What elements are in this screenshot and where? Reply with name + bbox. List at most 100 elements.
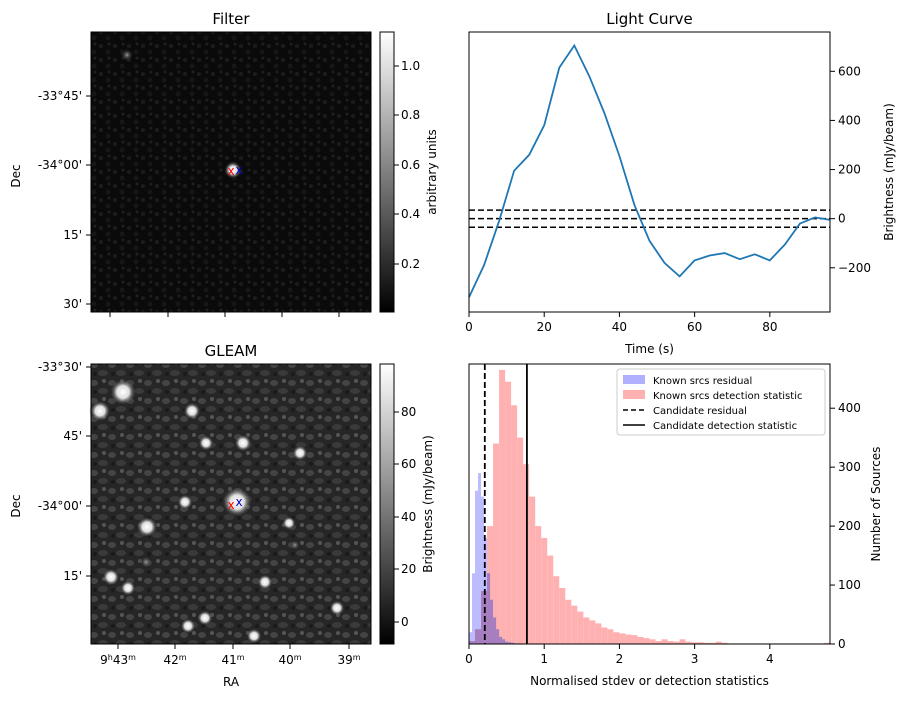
gleam-frame xyxy=(90,363,372,645)
filter-faint-source xyxy=(120,48,134,62)
gleam-ytick: 15' xyxy=(63,569,82,583)
residual-bar xyxy=(481,496,485,644)
x-tick-label: 0 xyxy=(465,320,473,334)
gleam-source xyxy=(89,400,111,422)
y-tick-label: 400 xyxy=(838,113,861,127)
gleam-cbar-tick: 60 xyxy=(401,457,416,471)
detection-bar xyxy=(517,437,524,644)
legend-swatch xyxy=(623,375,645,384)
light-curve-title: Light Curve xyxy=(606,10,692,28)
overlap-bar xyxy=(496,629,500,644)
detection-bar xyxy=(595,623,602,644)
light-curve-xlabel: Time (s) xyxy=(624,342,674,356)
gleam-colorbar-label: Brightness (mJy/beam) xyxy=(421,435,435,573)
overlap-bar xyxy=(493,617,497,644)
histogram-xlabel: Normalised stdev or detection statistics xyxy=(530,674,769,688)
gleam-source xyxy=(292,445,308,461)
detection-bar xyxy=(577,611,584,644)
gleam-cbar-tick: 40 xyxy=(401,510,416,524)
detection-bar xyxy=(715,641,722,644)
detection-bar xyxy=(661,639,668,644)
gleam-title: GLEAM xyxy=(205,342,258,360)
x-tick-label: 60 xyxy=(687,320,702,334)
gleam-source xyxy=(257,574,273,590)
overlap-bar xyxy=(481,590,485,644)
legend-label: Known srcs detection statistic xyxy=(653,391,802,402)
blue-x-marker: x xyxy=(235,495,242,509)
detection-bar xyxy=(493,443,500,644)
filter-ytick: -33°45' xyxy=(38,89,82,103)
gleam-source xyxy=(246,628,262,644)
filter-cbar-tick: 0.6 xyxy=(401,158,420,172)
x-tick-label: 80 xyxy=(762,320,777,334)
filter-cbar-tick: 1.0 xyxy=(401,59,420,73)
legend-swatch xyxy=(623,390,645,399)
gleam-source xyxy=(180,618,196,634)
overlap-bar xyxy=(502,639,506,644)
filter-ylabel: Dec xyxy=(9,164,23,187)
gleam-ytick: -34°00' xyxy=(38,499,82,513)
x-tick-label: 2 xyxy=(616,652,624,666)
gleam-source xyxy=(183,402,201,420)
gleam-source xyxy=(329,600,345,616)
overlap-bar xyxy=(487,573,491,644)
gleam-source xyxy=(221,486,253,518)
gleam-source xyxy=(234,434,252,452)
gleam-source xyxy=(289,539,301,551)
gleam-panel: GLEAM x x xyxy=(9,342,435,689)
gleam-xtick: 40m xyxy=(278,653,301,668)
red-x-marker: x xyxy=(227,498,234,512)
detection-bar xyxy=(649,639,656,644)
detection-bar xyxy=(673,641,680,644)
x-tick-label: 20 xyxy=(537,320,552,334)
gleam-xtick: 9h43m xyxy=(100,653,136,668)
light-curve-chart: Light Curve 0 20 40 60 80 −200 0 200 400 600 Time (… xyxy=(465,10,896,356)
gleam-ytick: -33°30' xyxy=(38,360,82,374)
gleam-cbar-tick: 0 xyxy=(401,615,409,629)
detection-bar xyxy=(601,627,608,644)
histogram-legend: Known srcs residual Known srcs detection … xyxy=(616,368,826,436)
gleam-cbar-tick: 20 xyxy=(401,562,416,576)
detection-bar xyxy=(655,641,662,644)
residual-bar xyxy=(469,632,473,644)
detection-bar xyxy=(541,537,548,644)
gleam-xtick: 42m xyxy=(163,653,186,668)
gleam-source xyxy=(109,378,137,406)
x-tick-label: 4 xyxy=(766,652,774,666)
filter-ytick: -34°00' xyxy=(38,158,82,172)
detection-bar xyxy=(703,642,710,644)
detection-bar xyxy=(565,599,572,644)
filter-colorbar-label: arbitrary units xyxy=(425,129,439,215)
light-curve-ylabel: Brightness (mJy/beam) xyxy=(882,103,896,241)
detection-bar xyxy=(571,605,578,644)
filter-title: Filter xyxy=(212,10,250,28)
overlap-bar xyxy=(478,629,482,644)
histogram-chart: 0 1 2 3 4 0 100 200 300 400 Normalised stdev or de… xyxy=(465,363,883,688)
detection-bar xyxy=(583,617,590,644)
filter-ytick: 30' xyxy=(63,297,82,311)
gleam-ylabel: Dec xyxy=(9,494,23,517)
detection-bar xyxy=(643,638,650,644)
detection-bar xyxy=(535,526,542,644)
gleam-source xyxy=(139,555,153,569)
filter-cbar-tick: 0.4 xyxy=(401,207,420,221)
overlap-bar xyxy=(499,636,503,644)
detection-bar xyxy=(697,642,704,644)
filter-cbar-tick: 0.8 xyxy=(401,108,420,122)
gleam-cbar-tick: 80 xyxy=(401,405,416,419)
gleam-xtick: 39m xyxy=(337,653,360,668)
gleam-sources xyxy=(89,378,345,644)
gleam-source xyxy=(120,580,136,596)
filter-panel: Filter x x -33°45' -34°00' 15' 30' Dec xyxy=(9,10,439,317)
detection-bar xyxy=(631,635,638,644)
detection-bar xyxy=(559,588,566,644)
filter-frame xyxy=(90,31,372,313)
gleam-source xyxy=(102,568,120,586)
detection-bar xyxy=(667,641,674,644)
detection-bar xyxy=(685,641,692,644)
gleam-xlabel: RA xyxy=(223,675,240,689)
y-tick-label: −200 xyxy=(838,261,871,275)
overlap-bar xyxy=(472,641,476,644)
detection-bar xyxy=(625,634,632,644)
